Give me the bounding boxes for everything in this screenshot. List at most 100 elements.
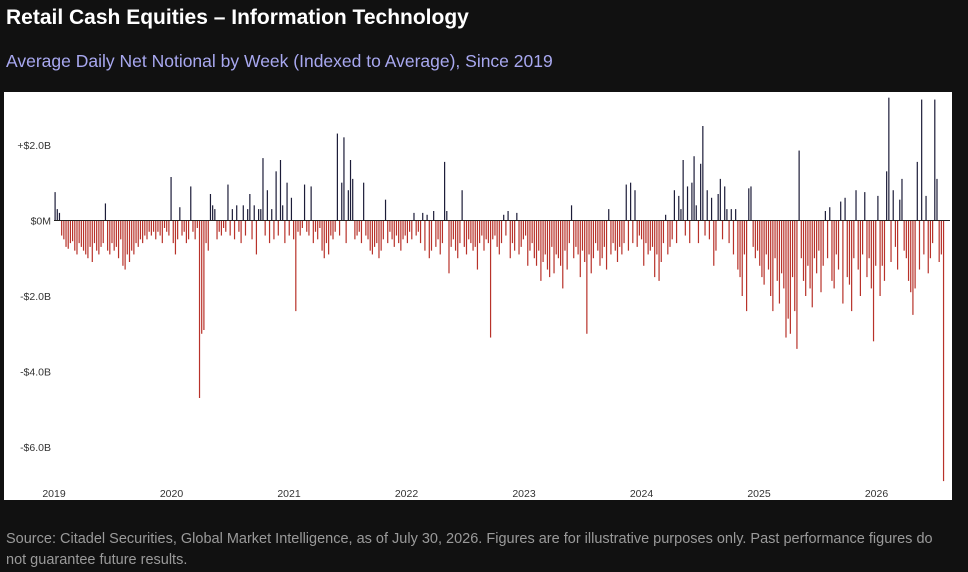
bar [61, 220, 63, 236]
bar [509, 220, 511, 259]
bar [373, 220, 376, 247]
bar [726, 209, 728, 221]
bar [470, 220, 472, 244]
bar [627, 220, 630, 251]
bar [207, 220, 209, 251]
bar [330, 220, 332, 236]
bar [104, 203, 107, 221]
x-tick-label: 2023 [512, 488, 536, 500]
bar [402, 220, 404, 240]
bar [632, 220, 634, 244]
bar [347, 190, 349, 221]
bar [124, 220, 126, 270]
bar [772, 220, 774, 312]
bar [343, 137, 345, 221]
bar [76, 220, 78, 255]
bar [489, 220, 492, 338]
bar [192, 220, 194, 232]
bar [809, 220, 811, 289]
bar [846, 220, 848, 278]
bar [205, 220, 207, 244]
bar [721, 220, 724, 240]
bar [93, 220, 96, 244]
bar [680, 209, 682, 221]
bar [227, 184, 229, 221]
bar [820, 220, 822, 293]
bar [152, 220, 155, 232]
x-axis: 2019 2020 2021 2022 2023 2024 2025 2026 [42, 488, 888, 500]
bar [647, 220, 649, 255]
bar [485, 220, 487, 240]
x-tick-label: 2022 [395, 488, 419, 500]
bar [785, 220, 787, 338]
bar [503, 214, 505, 221]
bar [599, 220, 601, 266]
bar [323, 220, 325, 259]
bar [201, 220, 203, 334]
bar [533, 220, 535, 259]
bar [487, 220, 489, 244]
bar [522, 220, 524, 240]
bar [704, 220, 706, 236]
bar [242, 205, 244, 221]
bar [800, 220, 802, 259]
bar [888, 97, 890, 221]
bar [551, 220, 553, 247]
bar [295, 220, 297, 312]
bar [805, 220, 807, 296]
bar [303, 184, 306, 221]
bar [378, 220, 380, 259]
bar [527, 220, 529, 266]
bar [584, 220, 586, 262]
bar [724, 186, 726, 221]
bar [273, 220, 275, 240]
bar [686, 186, 689, 221]
bar [422, 212, 424, 221]
bar [719, 178, 721, 221]
bar [277, 220, 279, 236]
bar [286, 182, 288, 221]
bar [660, 220, 662, 262]
bar [540, 220, 542, 281]
bar [897, 220, 899, 270]
bar [135, 220, 137, 244]
bar [566, 220, 568, 270]
bar [308, 220, 310, 236]
bar [233, 220, 236, 240]
bar [406, 220, 409, 244]
bar [796, 220, 798, 349]
bar [739, 220, 741, 278]
x-tick-label: 2025 [747, 488, 771, 500]
bar [518, 220, 520, 255]
bar [472, 220, 474, 251]
bar [835, 220, 837, 255]
bar [883, 220, 886, 281]
bar [553, 220, 555, 274]
bar [555, 220, 557, 255]
bar [474, 220, 476, 247]
bar [592, 220, 595, 259]
bar [905, 220, 907, 259]
bar [157, 220, 159, 232]
bar [137, 220, 139, 247]
bar [573, 220, 575, 259]
bar [310, 186, 312, 221]
y-tick-label: -$4.0B [20, 367, 51, 379]
bar [179, 207, 181, 221]
bar [194, 220, 196, 240]
source-footnote: Source: Citadel Securities, Global Marke… [6, 531, 933, 568]
bar [608, 209, 610, 221]
bar [505, 220, 507, 236]
bar [514, 220, 516, 251]
bar [603, 220, 605, 247]
bar [240, 220, 242, 244]
bar [706, 190, 708, 221]
bar [735, 209, 737, 221]
bar [921, 99, 923, 221]
bar [413, 212, 415, 221]
bar [811, 220, 813, 308]
bar [732, 220, 735, 255]
bar [56, 209, 58, 221]
bar [818, 220, 820, 251]
bar [833, 220, 835, 289]
